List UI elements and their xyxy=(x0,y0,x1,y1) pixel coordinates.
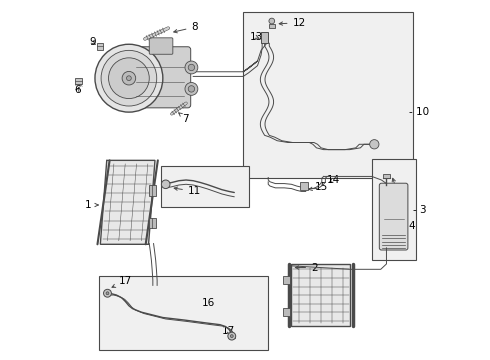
Bar xyxy=(75,78,82,84)
FancyBboxPatch shape xyxy=(130,47,191,108)
Polygon shape xyxy=(100,160,155,244)
Circle shape xyxy=(369,140,379,149)
Bar xyxy=(161,166,248,207)
Circle shape xyxy=(188,64,195,71)
Bar xyxy=(98,276,268,350)
Circle shape xyxy=(122,71,136,85)
Circle shape xyxy=(103,289,111,297)
Circle shape xyxy=(228,332,236,340)
Bar xyxy=(300,182,308,190)
Circle shape xyxy=(106,292,109,295)
Text: 5: 5 xyxy=(134,93,141,107)
Circle shape xyxy=(188,86,195,92)
Bar xyxy=(383,174,391,178)
FancyBboxPatch shape xyxy=(149,38,173,54)
Bar xyxy=(283,276,291,284)
Circle shape xyxy=(109,58,149,99)
Bar xyxy=(269,24,275,28)
Text: - 10: - 10 xyxy=(409,107,429,117)
Text: 12: 12 xyxy=(279,18,306,28)
Text: 17: 17 xyxy=(222,326,235,336)
Text: 6: 6 xyxy=(74,85,81,95)
Text: 15: 15 xyxy=(309,182,328,192)
Text: 7: 7 xyxy=(179,113,189,123)
Circle shape xyxy=(126,76,131,81)
Bar xyxy=(292,264,350,327)
Text: 9: 9 xyxy=(90,37,96,48)
Text: 8: 8 xyxy=(174,22,198,33)
Bar xyxy=(97,43,103,50)
Circle shape xyxy=(230,335,233,338)
Bar xyxy=(148,185,156,196)
Bar xyxy=(372,158,416,260)
Text: 13: 13 xyxy=(249,32,263,42)
FancyBboxPatch shape xyxy=(379,183,408,250)
Text: 11: 11 xyxy=(174,186,201,197)
Circle shape xyxy=(95,44,163,112)
Bar xyxy=(148,217,156,228)
Circle shape xyxy=(185,61,198,74)
Bar xyxy=(283,308,291,316)
Bar xyxy=(243,12,413,178)
Text: 16: 16 xyxy=(202,298,216,308)
Text: - 3: - 3 xyxy=(413,205,426,215)
Text: - 4: - 4 xyxy=(392,178,416,231)
Bar xyxy=(261,32,268,43)
Circle shape xyxy=(161,180,170,189)
Text: 17: 17 xyxy=(112,276,132,287)
Circle shape xyxy=(101,50,157,106)
Text: 2: 2 xyxy=(295,262,318,273)
Circle shape xyxy=(269,18,275,24)
Text: 1: 1 xyxy=(85,200,98,210)
Text: 14: 14 xyxy=(327,175,341,185)
Circle shape xyxy=(185,82,198,95)
